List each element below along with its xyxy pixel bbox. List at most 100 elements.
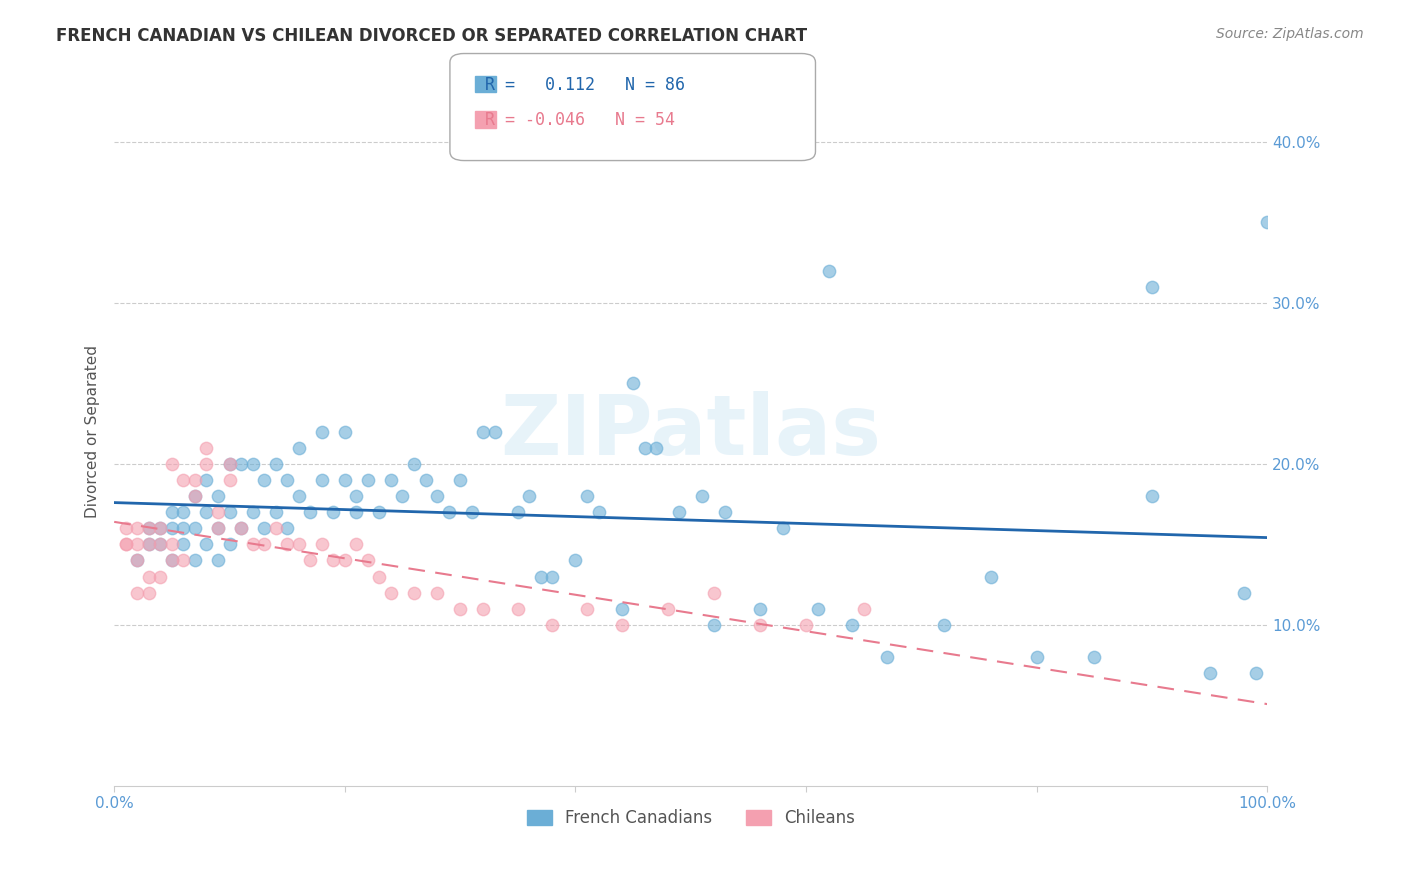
Point <box>460 505 482 519</box>
Point <box>690 489 713 503</box>
Point <box>160 537 183 551</box>
Point <box>344 505 367 519</box>
Point <box>575 601 598 615</box>
Point <box>588 505 610 519</box>
Point <box>333 553 356 567</box>
Point <box>322 553 344 567</box>
Point <box>703 617 725 632</box>
Point <box>426 585 449 599</box>
Point <box>484 425 506 439</box>
Point <box>149 521 172 535</box>
Point <box>311 473 333 487</box>
Point <box>242 537 264 551</box>
Point <box>541 569 564 583</box>
Point <box>160 553 183 567</box>
Point <box>207 521 229 535</box>
Point <box>287 489 309 503</box>
Point <box>818 263 841 277</box>
Point <box>276 473 298 487</box>
Point <box>253 537 276 551</box>
Point <box>160 505 183 519</box>
Point <box>714 505 737 519</box>
Point <box>1140 279 1163 293</box>
Point <box>402 457 425 471</box>
Point <box>749 617 772 632</box>
Point <box>114 521 136 535</box>
Point <box>610 617 633 632</box>
Point <box>333 473 356 487</box>
Point <box>184 521 207 535</box>
Point <box>264 521 287 535</box>
Point <box>668 505 690 519</box>
Point <box>610 601 633 615</box>
Text: ZIPatlas: ZIPatlas <box>501 391 882 472</box>
Point <box>138 521 160 535</box>
Point <box>703 585 725 599</box>
Point <box>184 553 207 567</box>
Point <box>149 521 172 535</box>
Point <box>472 601 495 615</box>
Point <box>1244 666 1267 681</box>
Point <box>218 505 240 519</box>
Point <box>311 425 333 439</box>
Point <box>160 521 183 535</box>
Point <box>299 505 322 519</box>
Point <box>506 601 529 615</box>
Point <box>541 617 564 632</box>
Point <box>333 425 356 439</box>
Point <box>876 650 898 665</box>
Point <box>218 457 240 471</box>
Point <box>184 473 207 487</box>
Point <box>172 473 194 487</box>
Point <box>794 617 817 632</box>
Point <box>149 569 172 583</box>
Point <box>472 425 495 439</box>
Point <box>276 537 298 551</box>
Point <box>172 505 194 519</box>
Point <box>449 473 471 487</box>
Point <box>299 553 322 567</box>
Point <box>207 553 229 567</box>
Point <box>207 521 229 535</box>
Point <box>287 441 309 455</box>
Point <box>138 521 160 535</box>
Point <box>172 537 194 551</box>
Point <box>380 473 402 487</box>
Point <box>426 489 449 503</box>
Point <box>645 441 668 455</box>
Point <box>114 537 136 551</box>
Point <box>184 489 207 503</box>
Point <box>517 489 540 503</box>
Point <box>127 553 149 567</box>
Point <box>749 601 772 615</box>
Point <box>242 457 264 471</box>
Point <box>322 505 344 519</box>
Point <box>772 521 794 535</box>
Point <box>980 569 1002 583</box>
Point <box>934 617 956 632</box>
Point <box>506 505 529 519</box>
Point <box>564 553 586 567</box>
Point <box>195 537 218 551</box>
Point <box>1025 650 1047 665</box>
Point <box>172 521 194 535</box>
Point <box>127 537 149 551</box>
Point <box>402 585 425 599</box>
Point <box>195 457 218 471</box>
Point <box>1140 489 1163 503</box>
Point <box>264 457 287 471</box>
Point <box>218 473 240 487</box>
Point <box>138 537 160 551</box>
Point <box>229 457 252 471</box>
Text: R =   0.112   N = 86: R = 0.112 N = 86 <box>485 76 685 94</box>
Point <box>195 473 218 487</box>
Point <box>852 601 875 615</box>
Point <box>195 441 218 455</box>
Point <box>264 505 287 519</box>
Point <box>149 537 172 551</box>
Point <box>114 537 136 551</box>
Point <box>807 601 830 615</box>
Point <box>380 585 402 599</box>
Point <box>172 553 194 567</box>
Point <box>207 489 229 503</box>
